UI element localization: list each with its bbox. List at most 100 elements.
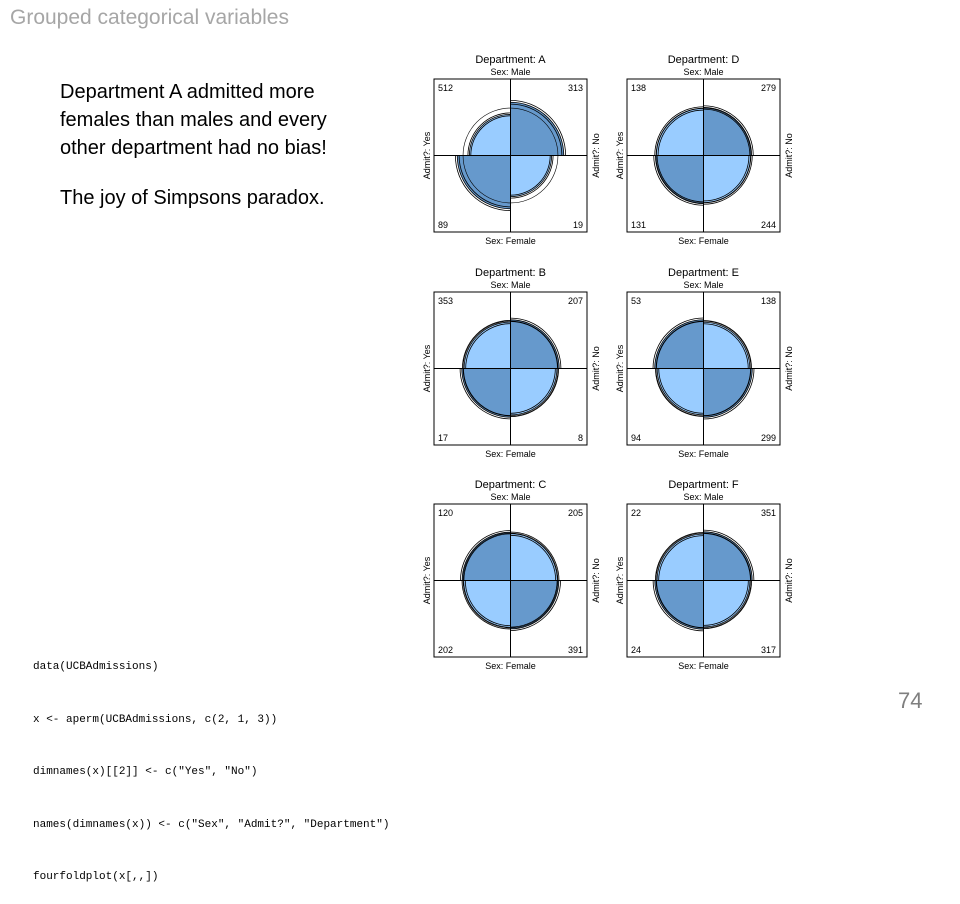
count-male-no: 207 <box>568 296 583 306</box>
label-admit-yes: Admit?: Yes <box>422 131 432 179</box>
label-sex-female: Sex: Female <box>678 236 729 246</box>
count-male-yes: 512 <box>438 83 453 93</box>
count-female-no: 391 <box>568 645 583 655</box>
label-admit-no: Admit?: No <box>784 133 794 178</box>
label-sex-male: Sex: Male <box>683 67 723 77</box>
confidence-ring <box>470 115 511 156</box>
fourfold-quadrant <box>463 580 511 628</box>
count-male-yes: 22 <box>631 508 641 518</box>
label-admit-no: Admit?: No <box>784 346 794 391</box>
label-admit-no: Admit?: No <box>591 558 601 603</box>
count-male-no: 313 <box>568 83 583 93</box>
count-male-no: 351 <box>761 508 776 518</box>
confidence-ring <box>703 320 752 369</box>
label-sex-female: Sex: Female <box>485 661 536 671</box>
fourfold-quadrant <box>461 368 511 418</box>
panel-title: Department: E <box>668 267 739 279</box>
label-admit-yes: Admit?: Yes <box>615 131 625 179</box>
count-male-yes: 138 <box>631 83 646 93</box>
confidence-ring <box>510 155 551 196</box>
label-sex-female: Sex: Female <box>485 449 536 459</box>
confidence-ring <box>510 534 557 581</box>
label-sex-male: Sex: Male <box>683 280 723 290</box>
confidence-ring <box>703 580 752 629</box>
confidence-ring <box>655 532 704 581</box>
label-admit-yes: Admit?: Yes <box>422 556 432 604</box>
count-male-yes: 120 <box>438 508 453 518</box>
fourfold-quadrant <box>510 580 560 630</box>
label-admit-yes: Admit?: Yes <box>615 556 625 604</box>
confidence-ring <box>510 368 556 414</box>
page-number: 74 <box>898 688 923 713</box>
fourfold-quadrant <box>655 155 704 204</box>
confidence-ring <box>458 155 511 208</box>
fourfold-quadrant <box>703 580 751 628</box>
confidence-ring <box>510 99 567 156</box>
slide-title: Grouped categorical variables <box>10 6 289 29</box>
fourfold-quadrant <box>510 533 558 581</box>
code-line: data(UCBAdmissions) <box>33 661 159 673</box>
confidence-ring <box>703 529 755 581</box>
confidence-ring <box>653 155 704 206</box>
fourfold-quadrant <box>461 531 511 581</box>
confidence-ring <box>657 109 704 156</box>
fourfold-quadrant <box>703 368 753 418</box>
fourfold-quadrant <box>656 368 704 416</box>
fourfold-quadrant <box>703 155 752 204</box>
fourfold-quadrant <box>656 533 704 581</box>
panel-title: Department: B <box>475 267 546 279</box>
code-line: x <- aperm(UCBAdmissions, c(2, 1, 3)) <box>33 713 278 726</box>
confidence-ring <box>463 368 511 416</box>
label-sex-male: Sex: Male <box>490 280 530 290</box>
fourfold-quadrant <box>456 155 511 210</box>
confidence-ring <box>658 368 704 414</box>
confidence-ring <box>703 368 755 420</box>
count-female-yes: 24 <box>631 645 641 655</box>
label-admit-no: Admit?: No <box>591 346 601 391</box>
count-male-no: 205 <box>568 508 583 518</box>
fourfold-quadrant <box>703 321 751 369</box>
label-admit-no: Admit?: No <box>591 133 601 178</box>
confidence-ring <box>703 368 751 416</box>
label-sex-female: Sex: Female <box>678 449 729 459</box>
count-female-yes: 131 <box>631 220 646 230</box>
count-female-no: 299 <box>761 433 776 443</box>
body-paragraph-2: The joy of Simpsons paradox. <box>60 187 325 209</box>
confidence-ring <box>510 317 562 369</box>
confidence-ring <box>703 155 753 205</box>
confidence-ring <box>510 368 559 417</box>
fourfold-quadrant <box>510 155 553 198</box>
label-admit-no: Admit?: No <box>784 558 794 603</box>
count-female-no: 19 <box>573 220 583 230</box>
code-block: data(UCBAdmissions) x <- aperm(UCBAdmiss… <box>33 624 389 904</box>
confidence-ring <box>656 321 704 369</box>
label-sex-male: Sex: Male <box>683 492 723 502</box>
code-line: fourfoldplot(x[,,]) <box>33 871 159 883</box>
confidence-ring <box>654 106 704 156</box>
count-female-yes: 17 <box>438 433 448 443</box>
confidence-ring <box>703 105 754 156</box>
confidence-ring <box>461 580 511 630</box>
confidence-ring <box>703 533 751 581</box>
fourfold-quadrant <box>510 368 558 416</box>
confidence-ring <box>703 155 750 202</box>
fourfold-quadrant <box>510 101 565 156</box>
confidence-ring <box>510 103 563 156</box>
count-male-yes: 353 <box>438 296 453 306</box>
confidence-ring <box>656 155 704 203</box>
confidence-ring <box>510 580 561 631</box>
fourfold-quadrant <box>654 319 704 369</box>
label-admit-yes: Admit?: Yes <box>615 344 625 392</box>
code-line: dimnames(x)[[2]] <- c("Yes", "No") <box>33 766 258 778</box>
confidence-ring <box>703 108 751 156</box>
confidence-ring <box>703 580 749 626</box>
panel-title: Department: C <box>475 479 547 491</box>
confidence-ring <box>656 580 704 628</box>
count-male-no: 138 <box>761 296 776 306</box>
